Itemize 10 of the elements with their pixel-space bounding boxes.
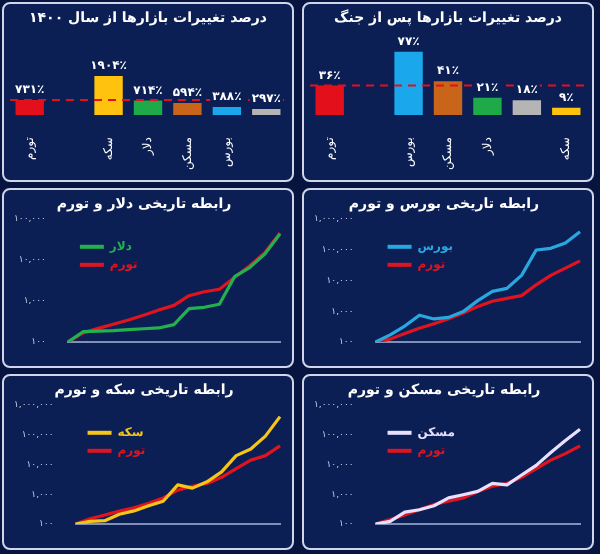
bar bbox=[394, 51, 423, 116]
bar bbox=[212, 107, 242, 116]
bar bbox=[252, 108, 281, 116]
bar bbox=[552, 107, 581, 116]
bar bbox=[473, 97, 502, 116]
bar bbox=[133, 100, 163, 116]
bar bbox=[173, 102, 202, 116]
bar bbox=[433, 81, 463, 116]
bar bbox=[94, 75, 123, 116]
bar bbox=[512, 100, 542, 116]
